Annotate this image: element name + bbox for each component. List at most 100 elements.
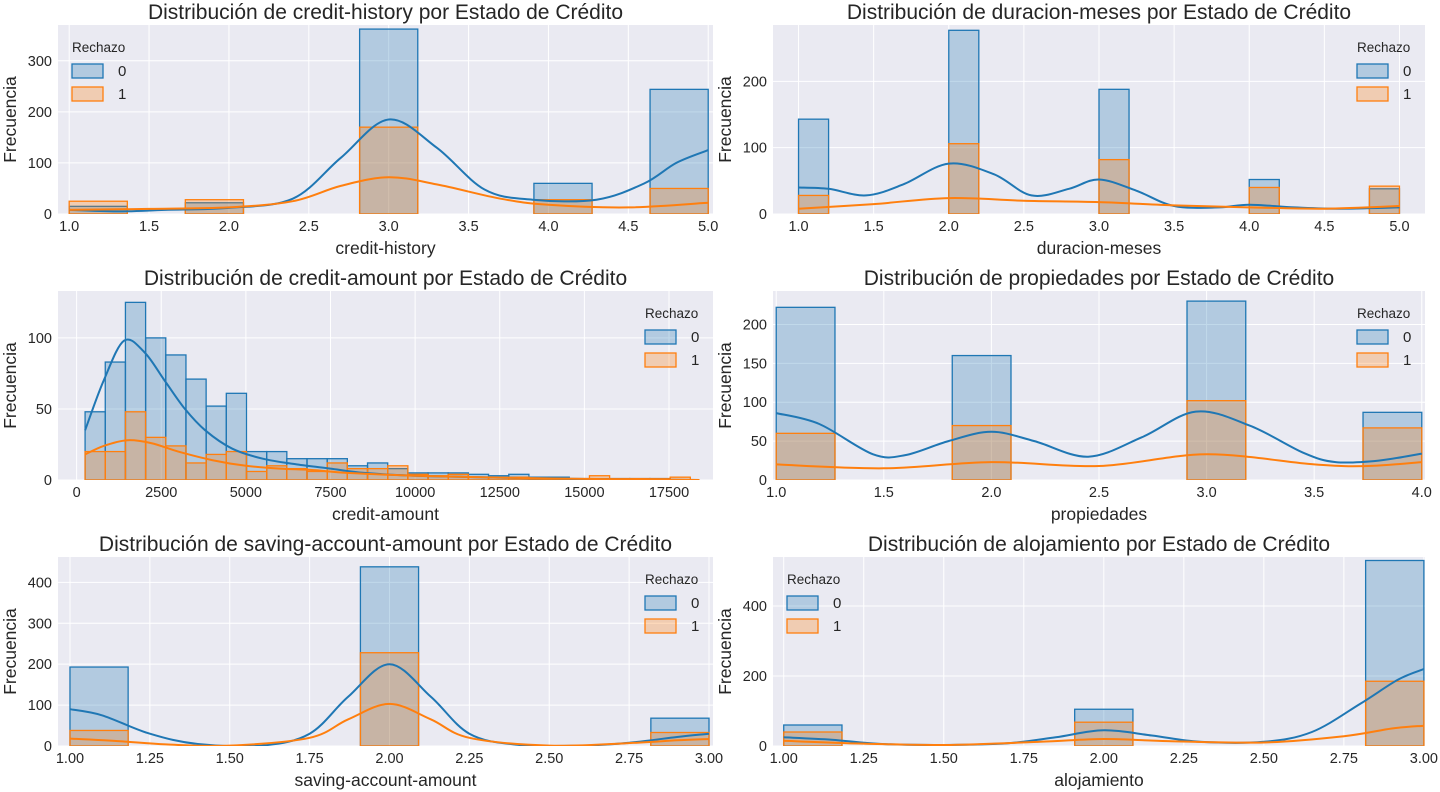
- chart-title: Distribución de propiedades por Estado d…: [864, 267, 1334, 290]
- histogram-bar-rechazo-1: [797, 194, 830, 214]
- x-tick-label: 3.0: [379, 219, 399, 235]
- legend-label-rechazo-0: 0: [1403, 329, 1411, 346]
- legend-label-rechazo-0: 0: [691, 329, 699, 346]
- histogram-bar-rechazo-1: [1248, 186, 1280, 214]
- subplot-1: 1.0 1.5 2.0 2.5 3.0 3.5 4.0 4.5 5.0 0 100 200 300 Dis…: [0, 1, 718, 258]
- legend: Rechazo 0 1: [644, 306, 699, 369]
- bars: [797, 29, 1401, 214]
- x-tick-label: 10000: [395, 485, 435, 501]
- x-tick-label: 2.0: [981, 485, 1001, 501]
- y-tick-label: 100: [743, 141, 767, 157]
- legend: Rechazo 0 1: [1356, 306, 1411, 369]
- histogram-bar-rechazo-1: [1074, 721, 1134, 746]
- x-tick-label: 5.0: [1389, 219, 1409, 235]
- legend-label-rechazo-1: 1: [691, 352, 699, 369]
- legend-swatch-rechazo-1: [71, 86, 104, 102]
- x-tick-label: 1.5: [874, 485, 894, 501]
- subplot-6: 1.00 1.25 1.50 1.75 2.00 2.25 2.50 2.75 3.00 0 200…: [715, 533, 1438, 790]
- y-tick-label: 200: [743, 669, 767, 685]
- chart-title: Distribución de saving-account-amount po…: [99, 533, 672, 556]
- y-tick-label: 100: [28, 331, 52, 347]
- x-tick-label: 1.0: [766, 485, 786, 501]
- bars: [68, 28, 709, 214]
- histogram-bar-rechazo-1: [387, 465, 409, 480]
- legend-label-rechazo-1: 1: [1403, 86, 1411, 103]
- histogram-bar-rechazo-0: [649, 88, 709, 214]
- y-tick-label: 100: [28, 698, 52, 714]
- y-tick-label: 150: [743, 356, 767, 372]
- y-tick-label: 300: [28, 616, 52, 632]
- x-tick-label: 2.5: [299, 219, 319, 235]
- y-tick-label: 200: [28, 657, 52, 673]
- x-tick-label: 2.5: [1089, 485, 1109, 501]
- bars: [69, 566, 710, 746]
- legend-label-rechazo-0: 0: [833, 595, 841, 612]
- kde-line-rechazo-1: [69, 176, 709, 211]
- histogram-bar-rechazo-1: [245, 470, 268, 480]
- bars: [84, 301, 700, 480]
- histogram-bar-rechazo-0: [797, 118, 830, 214]
- histogram-bar-rechazo-1: [951, 424, 1012, 480]
- histogram-bar-rechazo-0: [69, 666, 129, 746]
- legend-title: Rechazo: [1357, 306, 1410, 321]
- histogram-bar-rechazo-1: [1368, 185, 1401, 214]
- x-tick-label: 2.50: [1250, 751, 1278, 767]
- x-tick-label: 2.50: [535, 751, 563, 767]
- histogram-bar-rechazo-1: [185, 462, 207, 480]
- subplot-4: 1.0 1.5 2.0 2.5 3.0 3.5 4.0 0 50 100 150 200 Distrib…: [715, 267, 1432, 524]
- kde-line-rechazo-1: [84, 439, 700, 480]
- x-axis-label: duracion-meses: [1037, 238, 1162, 258]
- legend-swatch-rechazo-1: [1356, 86, 1389, 102]
- kde-line-rechazo-1: [776, 453, 1422, 470]
- legend-title: Rechazo: [645, 572, 698, 587]
- y-tick-label: 300: [28, 54, 52, 70]
- x-tick-label: 3.5: [1304, 485, 1324, 501]
- histogram-bar-rechazo-1: [588, 475, 611, 480]
- histogram-bar-rechazo-1: [306, 470, 328, 480]
- x-tick-label: 4.5: [618, 219, 638, 235]
- histogram-bar-rechazo-0: [358, 28, 419, 214]
- x-tick-label: 1.0: [59, 219, 79, 235]
- kde-line-rechazo-1: [783, 724, 1424, 746]
- histogram-bar-rechazo-0: [225, 392, 248, 480]
- y-axis-label: Frecuencia: [0, 342, 20, 429]
- legend-label-rechazo-1: 1: [1403, 352, 1411, 369]
- chart-title: Distribución de alojamiento por Estado d…: [868, 533, 1330, 556]
- legend-label-rechazo-1: 1: [691, 618, 699, 635]
- x-axis-label: credit-history: [335, 238, 435, 258]
- subplot-5: 1.00 1.25 1.50 1.75 2.00 2.25 2.50 2.75 3.00 0 100…: [0, 533, 723, 790]
- x-tick-label: 1.00: [56, 751, 84, 767]
- histogram-bar-rechazo-0: [948, 29, 980, 214]
- bars: [775, 300, 1423, 480]
- x-tick-label: 1.5: [864, 219, 884, 235]
- x-tick-label: 15000: [564, 485, 604, 501]
- y-tick-label: 100: [28, 156, 52, 172]
- x-tick-label: 2.0: [219, 219, 239, 235]
- x-tick-label: 2.25: [455, 751, 483, 767]
- legend-swatch-rechazo-1: [644, 352, 677, 368]
- x-tick-label: 2500: [145, 485, 177, 501]
- y-tick-label: 200: [743, 74, 767, 90]
- histogram-bar-rechazo-0: [951, 354, 1012, 480]
- x-axis-label: alojamiento: [1054, 770, 1144, 790]
- legend-label-rechazo-0: 0: [691, 595, 699, 612]
- chart-title: Distribución de credit-amount por Estado…: [144, 267, 627, 290]
- histogram-bar-rechazo-0: [1364, 559, 1425, 746]
- legend-swatch-rechazo-0: [71, 63, 104, 79]
- kde-line-rechazo-0: [69, 118, 709, 213]
- y-tick-label: 0: [759, 473, 767, 489]
- legend-label-rechazo-0: 0: [118, 63, 126, 80]
- x-tick-label: 4.0: [1239, 219, 1259, 235]
- x-tick-label: 1.25: [850, 751, 878, 767]
- legend-swatch-rechazo-0: [1356, 63, 1389, 79]
- x-tick-label: 4.5: [1314, 219, 1334, 235]
- legend-title: Rechazo: [787, 572, 840, 587]
- histogram-bar-rechazo-1: [124, 411, 147, 480]
- legend: Rechazo 0 1: [786, 572, 841, 635]
- y-tick-label: 0: [44, 739, 52, 755]
- y-axis-label: Frecuencia: [0, 608, 20, 695]
- y-tick-label: 100: [743, 395, 767, 411]
- legend-label-rechazo-1: 1: [118, 86, 126, 103]
- legend-swatch-rechazo-0: [644, 329, 677, 345]
- x-tick-label: 2.5: [1014, 219, 1034, 235]
